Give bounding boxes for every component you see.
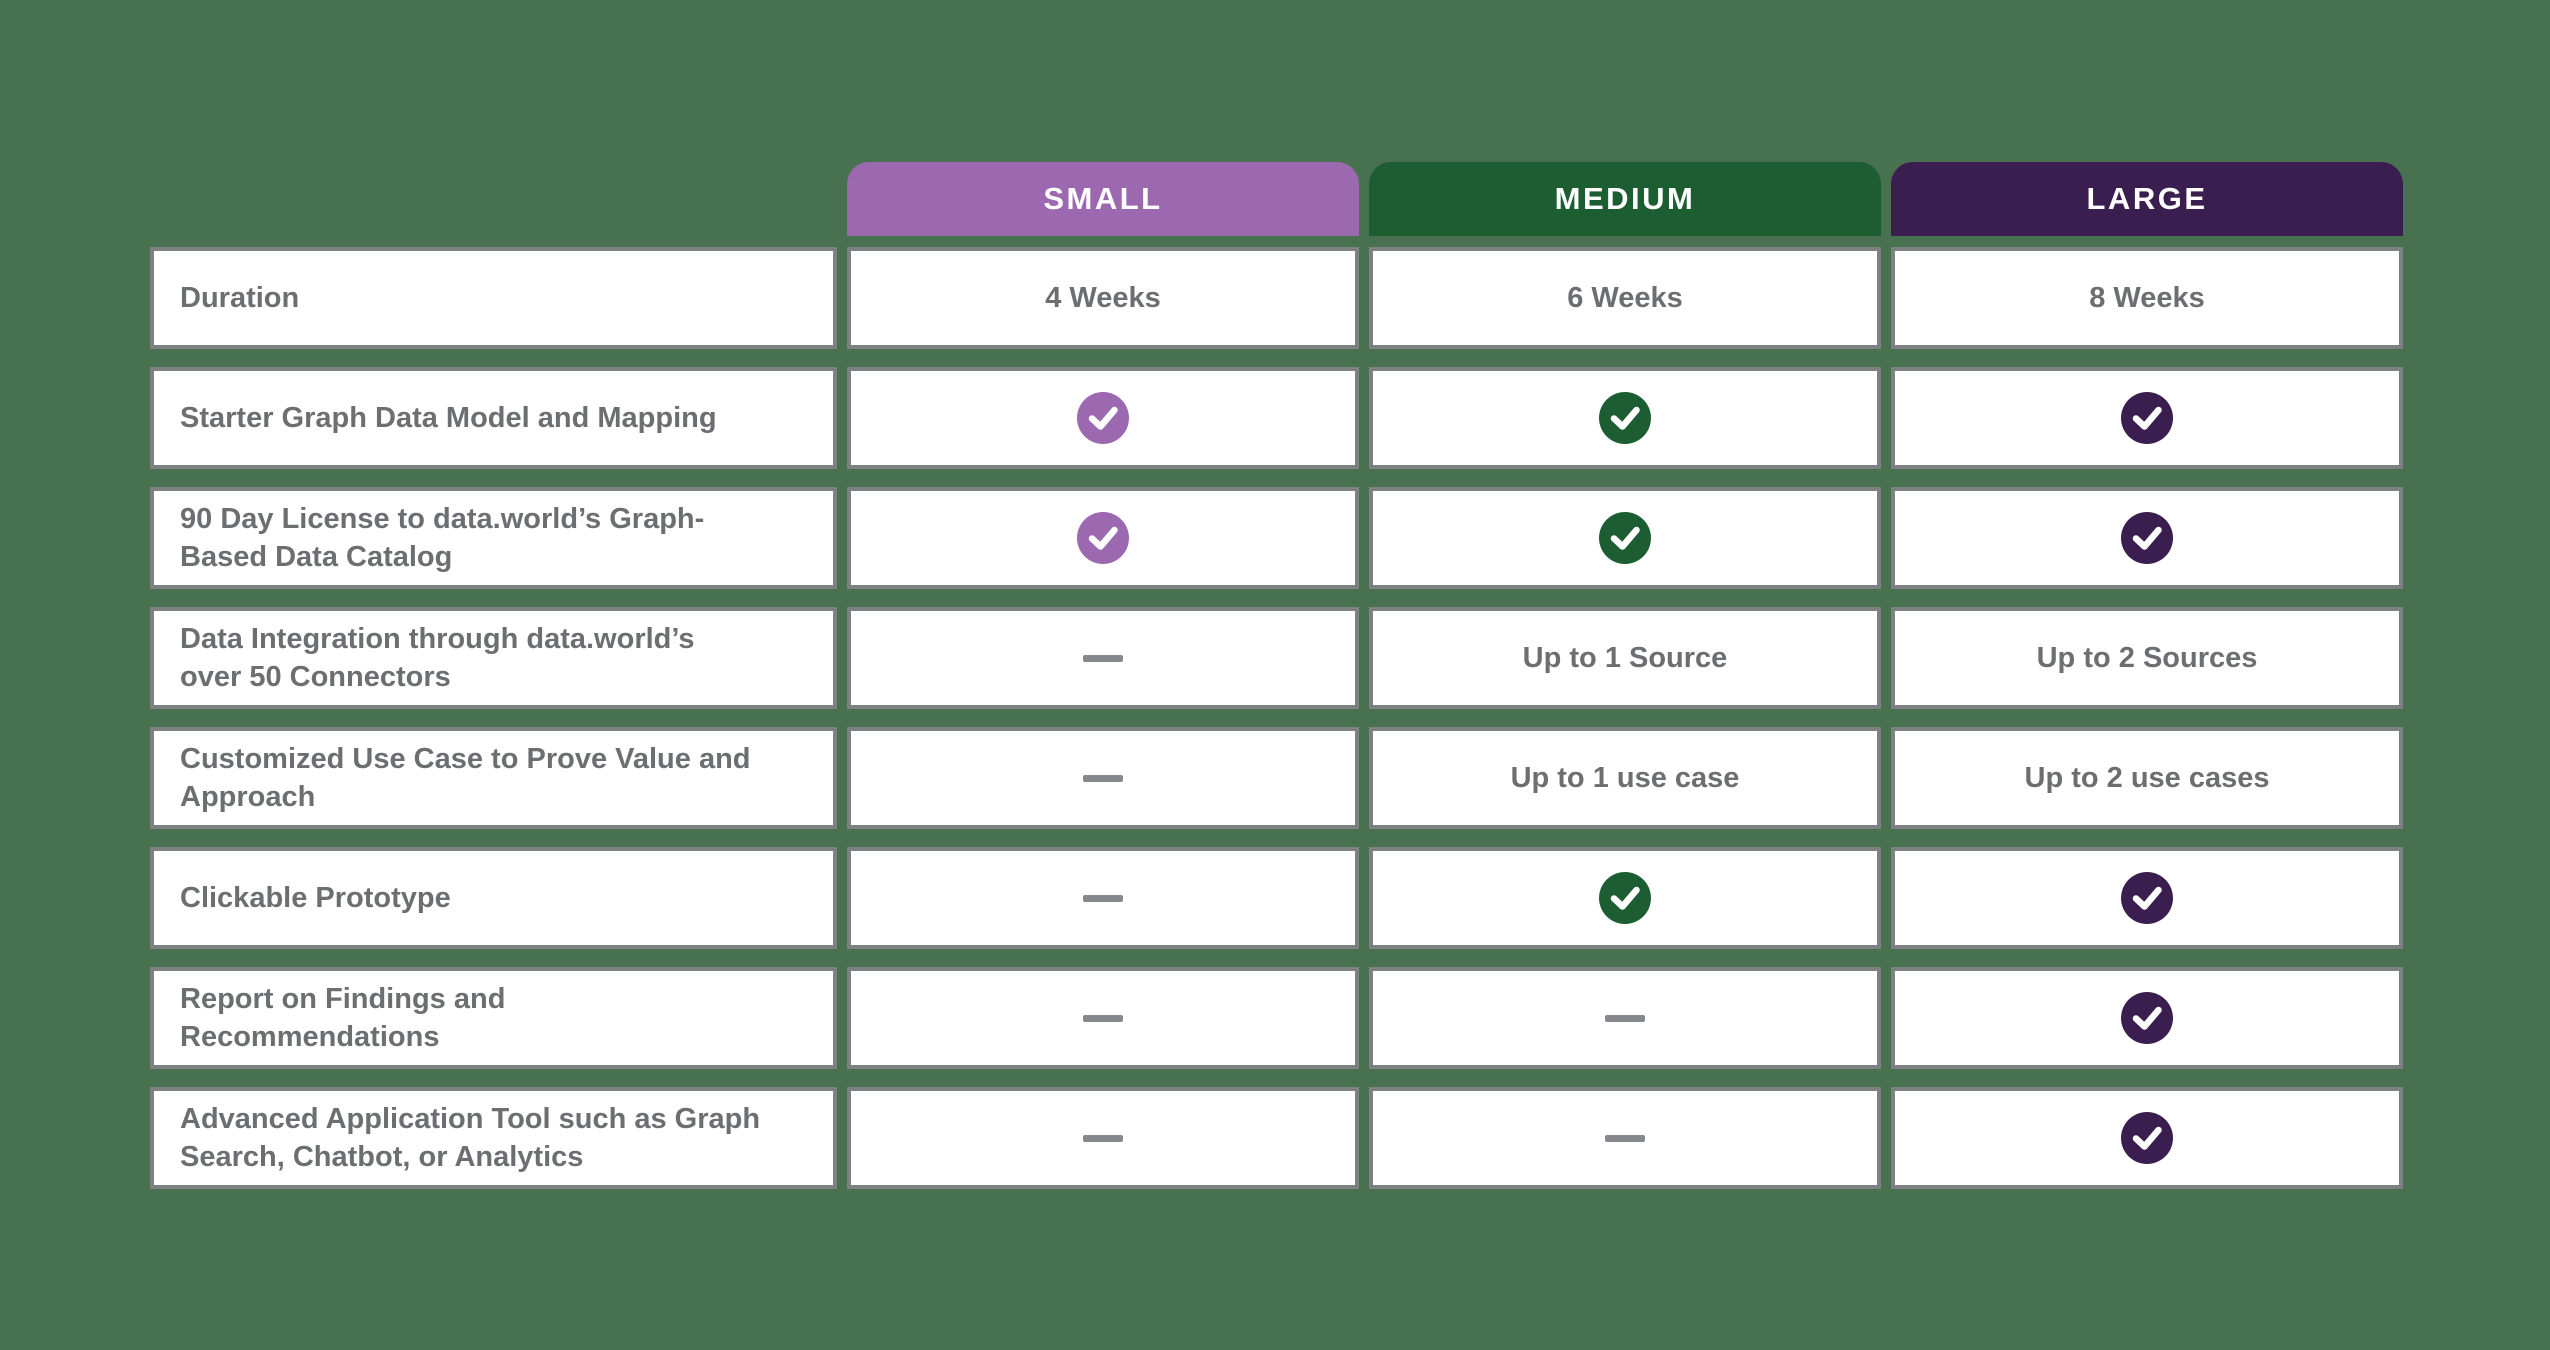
tier-header-medium: MEDIUM (1369, 162, 1881, 236)
feature-label-cell: Customized Use Case to Prove Value and A… (150, 727, 837, 829)
value-cell-medium: 6 Weeks (1369, 247, 1881, 349)
check-circle-icon (2121, 992, 2173, 1044)
value-cell-small (847, 607, 1359, 709)
check-circle-icon (1599, 512, 1651, 564)
not-included-dash-icon (1083, 1014, 1123, 1022)
cell-value: 6 Weeks (1567, 281, 1683, 314)
tier-label-medium: MEDIUM (1554, 181, 1696, 216)
pricing-comparison-table: SMALL MEDIUM LARGE Duration 4 Weeks 6 Week… (150, 162, 2403, 1189)
cell-value: Up to 1 Source (1522, 641, 1728, 674)
value-cell-medium (1369, 487, 1881, 589)
feature-label-cell: Report on Findings and Recommendations (150, 967, 837, 1069)
value-cell-large (1891, 967, 2403, 1069)
check-circle-icon (2121, 1112, 2173, 1164)
value-cell-large (1891, 367, 2403, 469)
value-cell-small (847, 367, 1359, 469)
not-included-dash-icon (1083, 1134, 1123, 1142)
table-body: Duration 4 Weeks 6 Weeks 8 Weeks Starter Gra… (150, 247, 2403, 1189)
check-circle-icon (1599, 872, 1651, 924)
not-included-dash-icon (1083, 654, 1123, 662)
check-circle-icon (1077, 392, 1129, 444)
tier-header-small: SMALL (847, 162, 1359, 236)
tier-header-row: SMALL MEDIUM LARGE (150, 162, 2403, 236)
cell-value: 4 Weeks (1045, 281, 1161, 314)
check-circle-icon (2121, 512, 2173, 564)
header-spacer (150, 162, 837, 236)
value-cell-large: 8 Weeks (1891, 247, 2403, 349)
value-cell-large: Up to 2 use cases (1891, 727, 2403, 829)
feature-label: Starter Graph Data Model and Mapping (180, 402, 717, 434)
cell-value: Up to 2 use cases (2024, 761, 2270, 794)
cell-value: 8 Weeks (2089, 281, 2205, 314)
tier-label-small: SMALL (1043, 181, 1163, 216)
tier-label-large: LARGE (2086, 181, 2208, 216)
feature-label: 90 Day License to data.world’s Graph- Ba… (180, 503, 705, 573)
not-included-dash-icon (1083, 774, 1123, 782)
feature-label-cell: Data Integration through data.world’s ov… (150, 607, 837, 709)
value-cell-medium (1369, 1087, 1881, 1189)
value-cell-medium: Up to 1 use case (1369, 727, 1881, 829)
feature-label-cell: Starter Graph Data Model and Mapping (150, 367, 837, 469)
value-cell-large (1891, 847, 2403, 949)
feature-label: Data Integration through data.world’s ov… (180, 623, 695, 693)
value-cell-small (847, 847, 1359, 949)
value-cell-medium: Up to 1 Source (1369, 607, 1881, 709)
feature-label: Clickable Prototype (180, 882, 451, 914)
check-circle-icon (1077, 512, 1129, 564)
value-cell-small (847, 967, 1359, 1069)
value-cell-small (847, 1087, 1359, 1189)
cell-value: Up to 2 Sources (2036, 641, 2258, 674)
feature-label-cell: Advanced Application Tool such as Graph … (150, 1087, 837, 1189)
feature-label-cell: Duration (150, 247, 837, 349)
value-cell-medium (1369, 847, 1881, 949)
value-cell-medium (1369, 367, 1881, 469)
cell-value: Up to 1 use case (1510, 761, 1740, 794)
feature-label: Duration (180, 282, 300, 314)
check-circle-icon (2121, 392, 2173, 444)
not-included-dash-icon (1605, 1134, 1645, 1142)
value-cell-large (1891, 487, 2403, 589)
value-cell-large (1891, 1087, 2403, 1189)
value-cell-small (847, 487, 1359, 589)
value-cell-medium (1369, 967, 1881, 1069)
feature-label: Report on Findings and Recommendations (180, 983, 506, 1053)
not-included-dash-icon (1083, 894, 1123, 902)
feature-label: Customized Use Case to Prove Value and A… (180, 743, 751, 813)
check-circle-icon (2121, 872, 2173, 924)
value-cell-large: Up to 2 Sources (1891, 607, 2403, 709)
check-circle-icon (1599, 392, 1651, 444)
feature-label-cell: Clickable Prototype (150, 847, 837, 949)
feature-label: Advanced Application Tool such as Graph … (180, 1103, 761, 1173)
not-included-dash-icon (1605, 1014, 1645, 1022)
value-cell-small (847, 727, 1359, 829)
tier-header-large: LARGE (1891, 162, 2403, 236)
feature-label-cell: 90 Day License to data.world’s Graph- Ba… (150, 487, 837, 589)
value-cell-small: 4 Weeks (847, 247, 1359, 349)
